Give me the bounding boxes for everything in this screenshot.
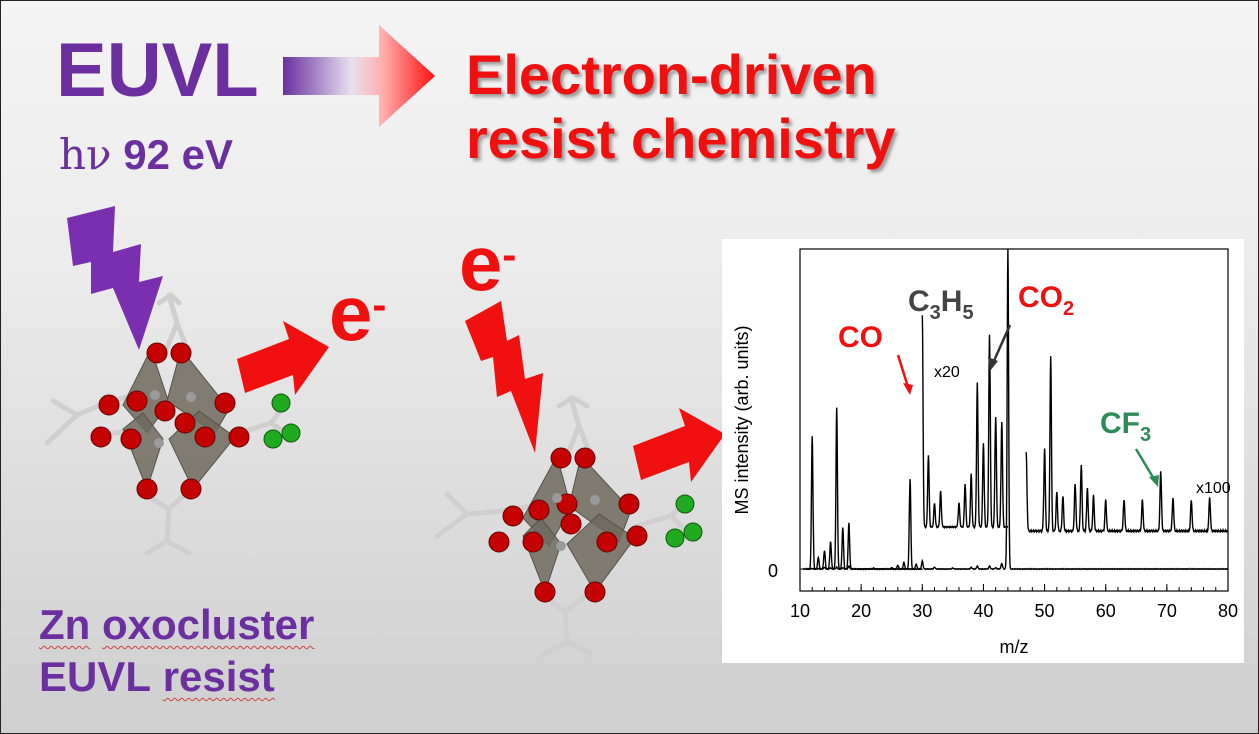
c3h5-h: H	[941, 285, 963, 318]
c3h5-c: C	[908, 285, 930, 318]
c3h5-sub-3: 3	[930, 302, 941, 324]
annotation-arrows	[896, 324, 1159, 487]
scale-label-x100: x100	[1196, 480, 1231, 497]
x-tick-label-50: 50	[1035, 601, 1055, 621]
lightning-bolt-purple-icon	[67, 206, 163, 350]
electron-charge-2: -	[502, 231, 517, 278]
svg-text:CF3: CF3	[1100, 407, 1151, 446]
x-axis-label: m/z	[1000, 637, 1029, 657]
spectrum-x20-low-mass	[805, 407, 923, 571]
plot-frame	[799, 248, 1229, 592]
mass-spectrum-chart: 10 20 30 40 50 60 70 80 m/z MS intensity (arb. …	[722, 239, 1244, 663]
annotation-c3h5: C3H5	[908, 285, 974, 324]
block-arrow-right-icon-1	[237, 321, 329, 395]
c3h5-arrow	[991, 324, 1012, 364]
resist-label-line-2: EUVL resist	[39, 651, 314, 703]
cf3-cf: CF	[1100, 407, 1140, 440]
co2-co: CO	[1018, 281, 1063, 314]
svg-text:CO2: CO2	[1018, 281, 1074, 320]
y-axis-label: MS intensity (arb. units)	[732, 325, 752, 514]
lightning-bolt-red-icon	[465, 301, 543, 453]
x-tick-label-10: 10	[790, 601, 810, 621]
resist-word-oxocluster: oxocluster	[101, 601, 315, 648]
photon-energy-value: 92 eV	[123, 131, 234, 178]
c3h5-arrowhead	[988, 357, 998, 371]
zn-oxocluster-molecule-2	[434, 395, 703, 657]
svg-text:C3H5: C3H5	[908, 285, 974, 324]
resist-word-resist: resist	[162, 653, 275, 700]
headline-line-2: resist chemistry	[466, 107, 896, 170]
co2-sub-2: 2	[1063, 298, 1074, 320]
x-tick-label-20: 20	[851, 601, 871, 621]
mass-spectrum-svg: 10 20 30 40 50 60 70 80 m/z MS intensity (arb. …	[732, 248, 1238, 657]
cf3-arrow	[1134, 448, 1156, 480]
electron-label-1: e-	[329, 273, 386, 353]
co-arrow	[896, 354, 910, 388]
spectrum-x100	[1025, 356, 1229, 534]
cf3-arrowhead	[1149, 475, 1159, 487]
y-tick-label-0: 0	[768, 561, 778, 581]
resist-word-zn: Zn	[39, 601, 91, 648]
x-tick-label-40: 40	[973, 601, 993, 621]
headline-line-1: Electron-driven	[466, 43, 877, 106]
cf3-sub-3: 3	[1140, 424, 1151, 446]
x-tick-label-30: 30	[912, 601, 932, 621]
euvl-to-electron-arrow	[283, 25, 435, 127]
spectrum-x20-c3h5	[921, 315, 1009, 530]
co-arrowhead	[903, 383, 913, 395]
electron-label-2: e-	[459, 223, 516, 303]
annotation-co2: CO2	[1018, 281, 1074, 320]
x-tick-label-80: 80	[1218, 601, 1238, 621]
electron-symbol-1: e	[329, 269, 373, 357]
annotation-co: CO	[838, 321, 883, 354]
resist-word-euvl: EUVL	[39, 653, 152, 700]
c3h5-sub-5: 5	[962, 302, 973, 324]
spectrum-lines	[802, 248, 1229, 571]
x-tick-label-60: 60	[1096, 601, 1116, 621]
axis-ticks: 10 20 30 40 50 60 70 80	[790, 568, 1238, 621]
annotation-cf3: CF3	[1100, 407, 1151, 446]
electron-symbol-2: e	[459, 219, 503, 307]
resist-label: Zn oxocluster EUVL resist	[39, 599, 314, 703]
spectrum-baseline	[802, 248, 1229, 571]
photon-symbol: hν	[59, 130, 112, 179]
photon-energy-label: hν 92 eV	[59, 131, 233, 179]
resist-label-line-1: Zn oxocluster	[39, 599, 314, 651]
block-arrow-right-icon-2	[633, 408, 725, 482]
euvl-title: EUVL	[56, 28, 259, 113]
electron-charge-1: -	[372, 281, 387, 328]
x-tick-label-70: 70	[1157, 601, 1177, 621]
headline: Electron-driven resist chemistry	[466, 43, 896, 171]
scale-label-x20: x20	[934, 364, 960, 381]
zn-oxocluster-molecule-1	[44, 292, 301, 556]
